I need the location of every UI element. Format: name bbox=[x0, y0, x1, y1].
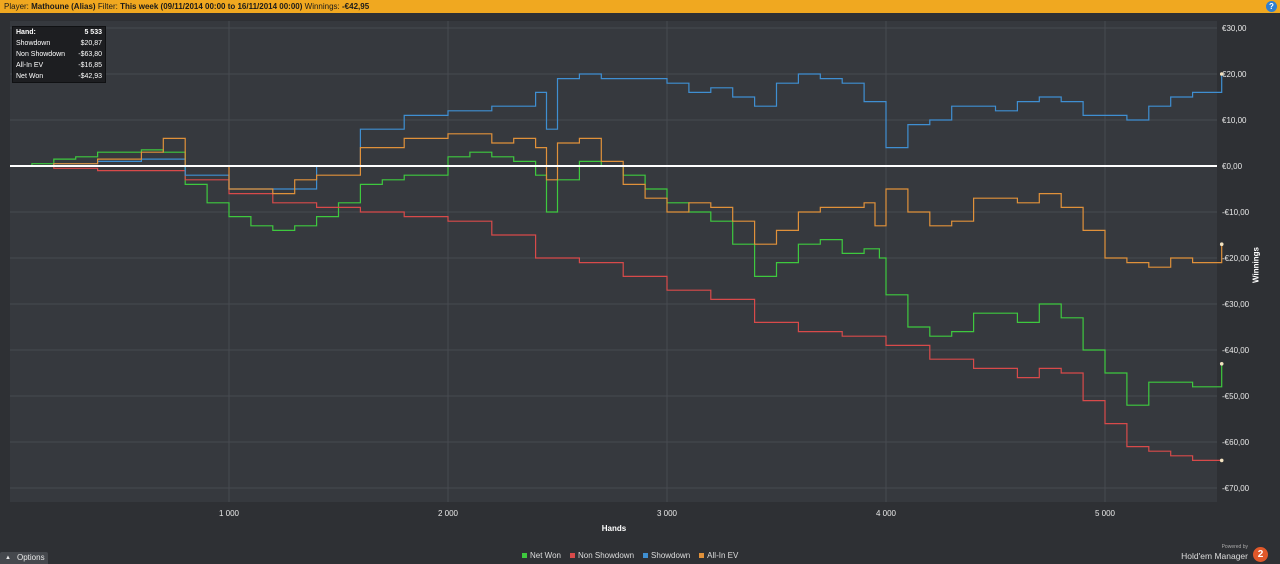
options-label: Options bbox=[17, 553, 45, 562]
x-tick-label: 1 000 bbox=[219, 509, 240, 518]
stats-label: All-In EV bbox=[16, 62, 44, 69]
filter-label: Filter: bbox=[97, 2, 118, 11]
legend-item-non-showdown[interactable]: Non Showdown bbox=[569, 551, 635, 560]
series-line-all-in-ev bbox=[10, 133, 1223, 268]
stats-label: Hand: bbox=[16, 29, 36, 36]
legend-swatch bbox=[699, 553, 705, 558]
legend-item-showdown[interactable]: Showdown bbox=[643, 551, 690, 560]
series-end-point-all-in-ev bbox=[1219, 242, 1224, 246]
stats-label: Non Showdown bbox=[16, 51, 66, 58]
stats-row-non-showdown: Non Showdown -$63,80 bbox=[13, 49, 105, 60]
y-tick-label: -€40,00 bbox=[1222, 346, 1250, 355]
y-axis-label: Winnings bbox=[1251, 247, 1261, 283]
x-axis-label: Hands bbox=[601, 524, 627, 533]
legend-swatch bbox=[522, 553, 527, 558]
options-button[interactable]: ▲ Options bbox=[0, 552, 48, 564]
stats-row-hand: Hand: 5 533 bbox=[13, 27, 105, 38]
y-tick-label: €0,00 bbox=[1222, 162, 1243, 171]
x-tick-label: 4 000 bbox=[876, 509, 897, 518]
y-tick-label: -€10,00 bbox=[1222, 208, 1250, 217]
player-label: Player: bbox=[4, 2, 29, 11]
y-tick-label: -€50,00 bbox=[1222, 392, 1250, 401]
stats-row-net-won: Net Won -$42,93 bbox=[13, 71, 105, 82]
plot-area bbox=[10, 21, 1217, 502]
legend-swatch bbox=[569, 553, 575, 558]
stats-value: $20,87 bbox=[80, 40, 102, 47]
stats-box: Hand: 5 533 Showdown $20,87 Non Showdown -$… bbox=[12, 26, 106, 83]
y-tick-label: -€30,00 bbox=[1222, 300, 1250, 309]
brand-name: Hold'em Manager bbox=[1181, 551, 1248, 561]
stats-row-showdown: Showdown $20,87 bbox=[13, 38, 105, 49]
series-end-point-net-won bbox=[1219, 362, 1224, 366]
x-tick-label: 2 000 bbox=[438, 509, 459, 518]
title-bar: Player: Mathoune (Alias) Filter: This we… bbox=[0, 0, 1280, 13]
x-tick-label: 5 000 bbox=[1095, 509, 1116, 518]
series-line-non-showdown bbox=[10, 165, 1222, 461]
stats-label: Net Won bbox=[16, 73, 44, 80]
winnings-label: Winnings: bbox=[304, 2, 340, 11]
legend-swatch bbox=[643, 553, 649, 558]
branding: Powered by Hold'em Manager 2 bbox=[1168, 544, 1268, 564]
legend-item-all-in-ev[interactable]: All-In EV bbox=[699, 551, 738, 560]
stats-value: -$63,80 bbox=[78, 51, 102, 58]
filter-value: This week (09/11/2014 00:00 to 16/11/201… bbox=[120, 2, 303, 11]
hem-logo-icon: 2 bbox=[1253, 547, 1268, 562]
legend: Net Won Non Showdown Showdown All-In EV bbox=[522, 551, 738, 560]
legend-label: Net Won bbox=[530, 551, 561, 560]
x-tick-label: 3 000 bbox=[657, 509, 678, 518]
stats-label: Showdown bbox=[16, 40, 51, 47]
series-line-showdown bbox=[10, 73, 1223, 190]
y-tick-label: -€60,00 bbox=[1222, 438, 1250, 447]
y-tick-label: -€70,00 bbox=[1222, 484, 1250, 493]
legend-label: All-In EV bbox=[707, 551, 739, 560]
stats-value: -$16,85 bbox=[78, 62, 102, 69]
stats-value: 5 533 bbox=[84, 29, 102, 36]
stats-value: -$42,93 bbox=[78, 73, 102, 80]
y-tick-label: €20,00 bbox=[1222, 70, 1247, 79]
series-end-point-non-showdown bbox=[1219, 458, 1224, 463]
player-value: Mathoune (Alias) bbox=[31, 2, 96, 11]
chevron-up-icon: ▲ bbox=[5, 555, 11, 561]
header-filter-text: Player: Mathoune (Alias) Filter: This we… bbox=[4, 0, 369, 13]
legend-item-net-won[interactable]: Net Won bbox=[522, 551, 561, 560]
y-tick-label: €10,00 bbox=[1222, 116, 1247, 125]
y-tick-label: -€20,00 bbox=[1222, 254, 1250, 263]
y-tick-label: €30,00 bbox=[1222, 24, 1247, 33]
powered-by-text: Powered by bbox=[1221, 544, 1248, 550]
series-line-net-won bbox=[10, 149, 1223, 406]
stats-row-all-in-ev: All-In EV -$16,85 bbox=[13, 60, 105, 71]
legend-label: Showdown bbox=[651, 551, 691, 560]
help-icon[interactable]: ? bbox=[1266, 1, 1277, 12]
winnings-value: -€42,95 bbox=[342, 2, 370, 11]
series-end-point-showdown bbox=[1219, 72, 1224, 76]
legend-label: Non Showdown bbox=[577, 551, 635, 560]
